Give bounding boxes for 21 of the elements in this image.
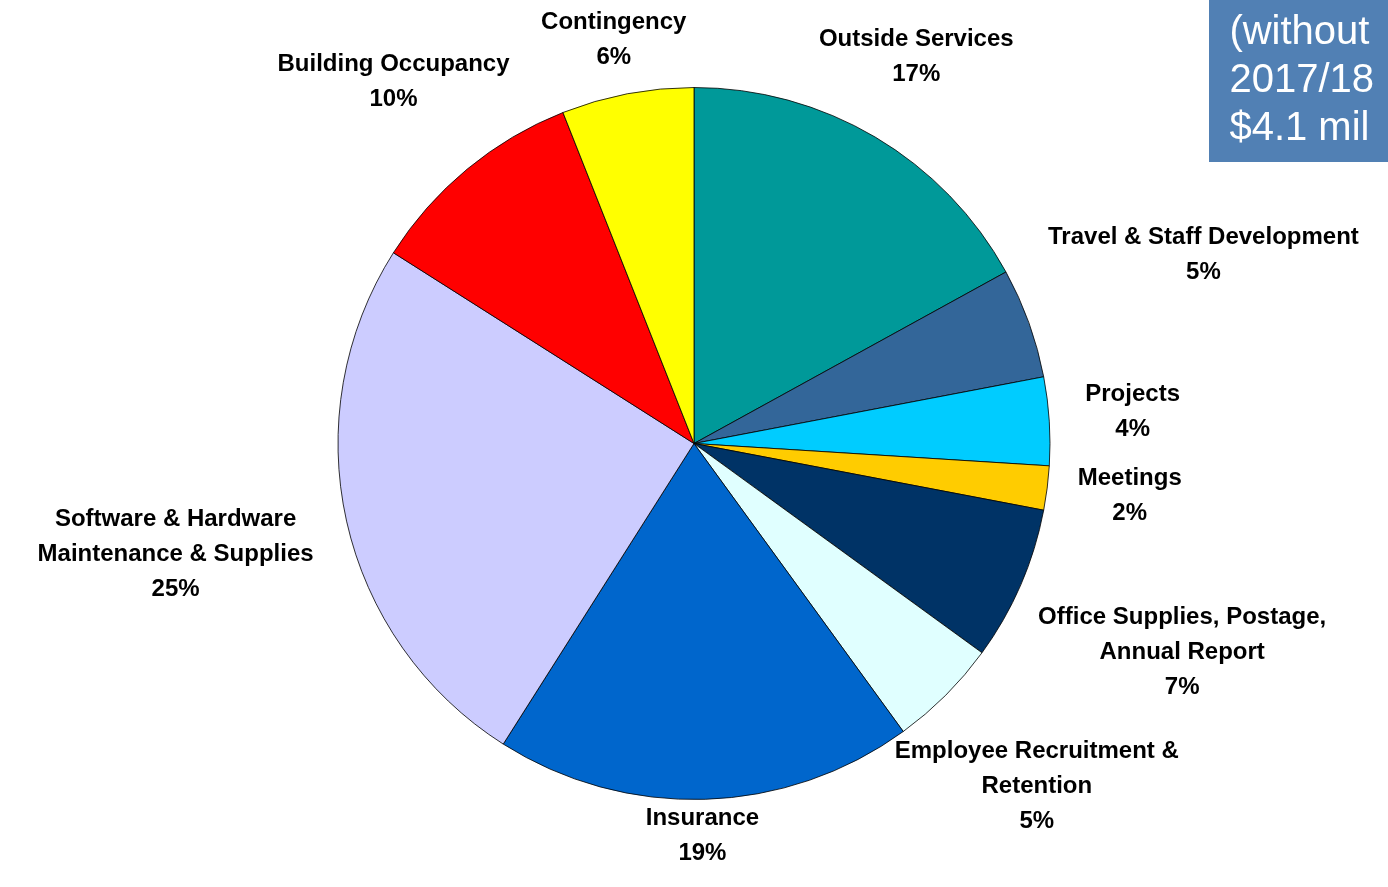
data-label: 25% [151,574,200,602]
slice-label: Contingency [541,7,688,35]
slice-label: Meetings [1077,462,1182,490]
data-label: 4% [1115,414,1150,442]
slice-label: Office Supplies, Postage, Annual Report [1038,602,1327,665]
data-label: 7% [1164,672,1200,700]
slice-label: Building Occupancy [277,48,511,76]
slice-label: Travel & Staff Development [1048,222,1359,250]
slice-label: Insurance [645,802,760,830]
data-label: 6% [596,42,632,70]
slice-label: Employee Recruitment & Retention [894,736,1179,799]
data-label: 5% [1019,806,1055,834]
slice-label: Projects [1085,379,1180,407]
slice-label: Software & Hardware Maintenance & Supplies [37,504,314,567]
data-label: 10% [369,83,418,111]
data-label: 17% [892,59,941,87]
data-label: 5% [1186,257,1221,285]
data-label: 19% [678,837,727,865]
slice-label: Outside Services [818,24,1014,52]
data-label: 2% [1112,497,1148,525]
header-panel: (without 2017/18 $4.1 mil [1209,0,1388,162]
